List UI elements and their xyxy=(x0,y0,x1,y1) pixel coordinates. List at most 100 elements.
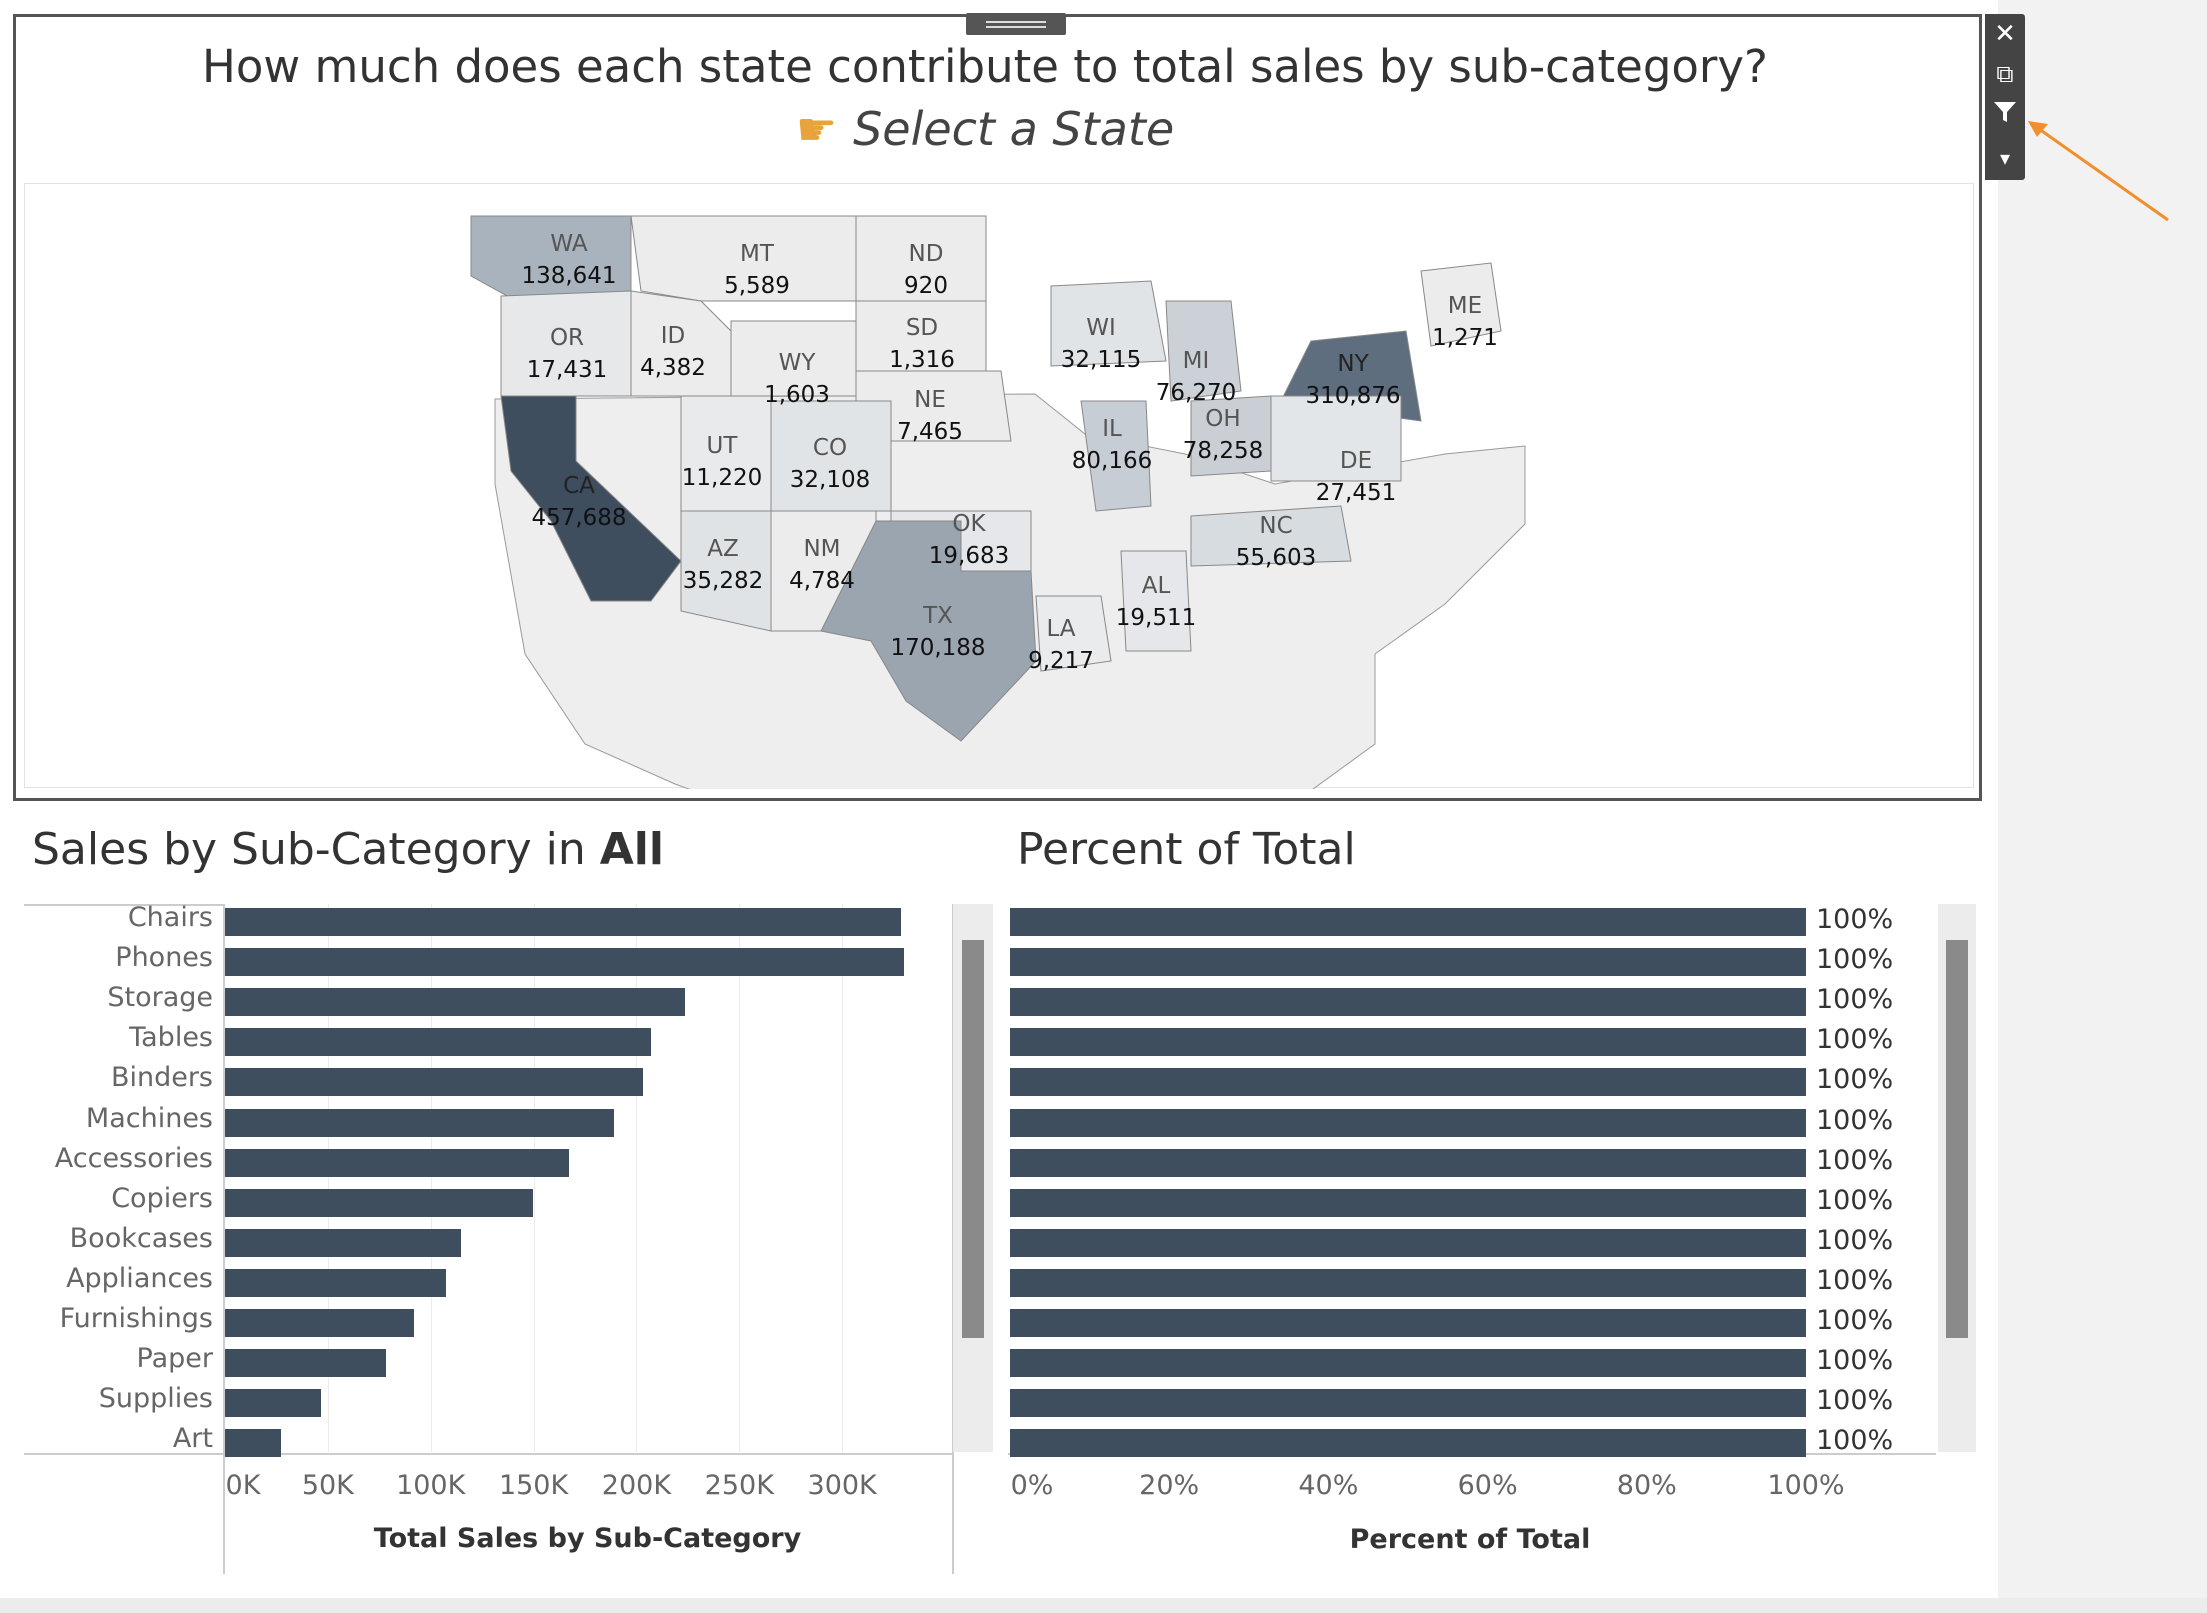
bar-appliances[interactable] xyxy=(225,1268,447,1297)
state-ca[interactable] xyxy=(500,395,682,602)
state-sales-value: 80,166 xyxy=(1071,448,1153,474)
category-label[interactable]: Furnishings xyxy=(59,1303,213,1334)
state-il[interactable] xyxy=(1080,400,1152,512)
category-label[interactable]: Appliances xyxy=(66,1262,213,1294)
state-mt[interactable] xyxy=(630,215,857,302)
bar-furnishings[interactable] xyxy=(1010,1309,1806,1337)
category-label[interactable]: Binders xyxy=(110,1062,213,1094)
drag-handle[interactable] xyxy=(966,13,1066,35)
state-abbr: AZ xyxy=(707,536,739,562)
state-abbr: MT xyxy=(740,241,774,267)
category-label[interactable]: Tables xyxy=(129,1022,213,1054)
bar-value-label: 100% xyxy=(1816,1264,1894,1296)
bar-art[interactable] xyxy=(225,1429,281,1458)
state-abbr: CA xyxy=(563,473,595,499)
bar-phones[interactable] xyxy=(225,948,904,977)
y-axis-line xyxy=(223,904,225,1574)
us-map-shapes[interactable] xyxy=(25,184,1975,789)
percent-scrollbar-thumb[interactable] xyxy=(1946,940,1968,1338)
bottom-gutter xyxy=(0,1598,2207,1613)
bar-storage[interactable] xyxy=(1010,988,1806,1017)
bar-copiers[interactable] xyxy=(1010,1188,1806,1217)
state-sales-value: 138,641 xyxy=(521,263,617,289)
close-icon[interactable]: ✕ xyxy=(1994,19,2016,49)
category-label[interactable]: Paper xyxy=(136,1343,213,1375)
gridline xyxy=(636,904,638,1452)
bar-appliances[interactable] xyxy=(1010,1268,1806,1297)
state-sales-value: 4,382 xyxy=(640,355,706,381)
state-abbr: IL xyxy=(1102,416,1122,442)
state-label-tx: TX 170,188 xyxy=(890,600,985,664)
category-label[interactable]: Supplies xyxy=(98,1383,213,1415)
state-abbr: NC xyxy=(1259,513,1293,539)
x-tick-label: 0K xyxy=(225,1470,261,1501)
bar-phones[interactable] xyxy=(1010,948,1806,977)
bar-bookcases[interactable] xyxy=(1010,1228,1806,1257)
bar-chairs[interactable] xyxy=(1010,908,1806,936)
bar-accessories[interactable] xyxy=(1010,1148,1806,1177)
state-abbr: NE xyxy=(914,387,946,413)
category-label[interactable]: Accessories xyxy=(54,1142,213,1174)
state-abbr: NY xyxy=(1337,351,1369,377)
category-label[interactable]: Storage xyxy=(107,982,213,1014)
state-mi[interactable] xyxy=(1165,300,1242,402)
gridline xyxy=(533,904,535,1452)
state-label-de: DE 27,451 xyxy=(1316,445,1396,509)
category-label[interactable]: Bookcases xyxy=(69,1222,213,1254)
state-label-la: LA 9,217 xyxy=(1028,613,1094,677)
bar-copiers[interactable] xyxy=(225,1188,533,1217)
bar-storage[interactable] xyxy=(225,988,686,1017)
state-sales-value: 32,108 xyxy=(789,467,871,493)
bar-machines[interactable] xyxy=(225,1108,615,1137)
bar-paper[interactable] xyxy=(1010,1349,1806,1378)
bar-art[interactable] xyxy=(1010,1429,1806,1458)
category-label[interactable]: Machines xyxy=(85,1102,213,1134)
state-label-oh: OH 78,258 xyxy=(1183,403,1263,467)
state-nc[interactable] xyxy=(1190,505,1352,567)
bar-bookcases[interactable] xyxy=(225,1228,462,1257)
state-sales-value: 78,258 xyxy=(1182,438,1264,464)
state-sales-value: 11,220 xyxy=(681,465,763,491)
state-label-ny: NY 310,876 xyxy=(1305,348,1400,412)
filter-icon[interactable] xyxy=(1985,92,2025,132)
state-abbr: OK xyxy=(952,511,986,537)
bar-paper[interactable] xyxy=(225,1349,387,1378)
bar-accessories[interactable] xyxy=(225,1148,570,1177)
bar-tables[interactable] xyxy=(225,1028,651,1057)
category-label[interactable]: Phones xyxy=(115,942,213,974)
bar-tables[interactable] xyxy=(1010,1028,1806,1057)
state-abbr: ID xyxy=(660,323,686,349)
state-abbr: OH xyxy=(1205,406,1241,432)
bar-furnishings[interactable] xyxy=(225,1309,414,1337)
state-sales-value: 1,316 xyxy=(889,347,955,373)
state-abbr: CO xyxy=(812,435,848,461)
bar-machines[interactable] xyxy=(1010,1108,1806,1137)
state-tx[interactable] xyxy=(820,520,1037,742)
bar-supplies[interactable] xyxy=(225,1389,321,1418)
bar-binders[interactable] xyxy=(225,1068,644,1097)
bar-value-label: 100% xyxy=(1816,1345,1894,1377)
bar-binders[interactable] xyxy=(1010,1068,1806,1097)
state-sales-value: 19,511 xyxy=(1115,605,1197,631)
x-tick-label: 100K xyxy=(396,1470,466,1501)
state-al[interactable] xyxy=(1120,550,1192,652)
sales-scrollbar-thumb[interactable] xyxy=(962,940,984,1338)
category-label[interactable]: Chairs xyxy=(127,902,213,933)
category-label[interactable]: Art xyxy=(172,1423,213,1455)
us-map[interactable] xyxy=(24,183,1975,789)
state-me[interactable] xyxy=(1420,262,1502,347)
state-de[interactable] xyxy=(1270,395,1402,482)
state-wi[interactable] xyxy=(1050,280,1167,367)
x-tick-label: 20% xyxy=(1139,1470,1200,1501)
state-sales-value: 27,451 xyxy=(1315,480,1397,506)
bar-chairs[interactable] xyxy=(225,908,901,936)
bar-supplies[interactable] xyxy=(1010,1389,1806,1418)
state-sales-value: 170,188 xyxy=(890,635,986,661)
state-la[interactable] xyxy=(1035,595,1112,672)
pointing-hand-icon: ☛ xyxy=(795,102,838,156)
state-sales-value: 920 xyxy=(904,273,948,299)
state-sales-value: 310,876 xyxy=(1305,383,1401,409)
more-options-icon[interactable]: ▾ xyxy=(1999,146,2011,170)
category-label[interactable]: Copiers xyxy=(111,1182,213,1214)
popout-icon[interactable]: ⧉ xyxy=(1996,60,2014,88)
